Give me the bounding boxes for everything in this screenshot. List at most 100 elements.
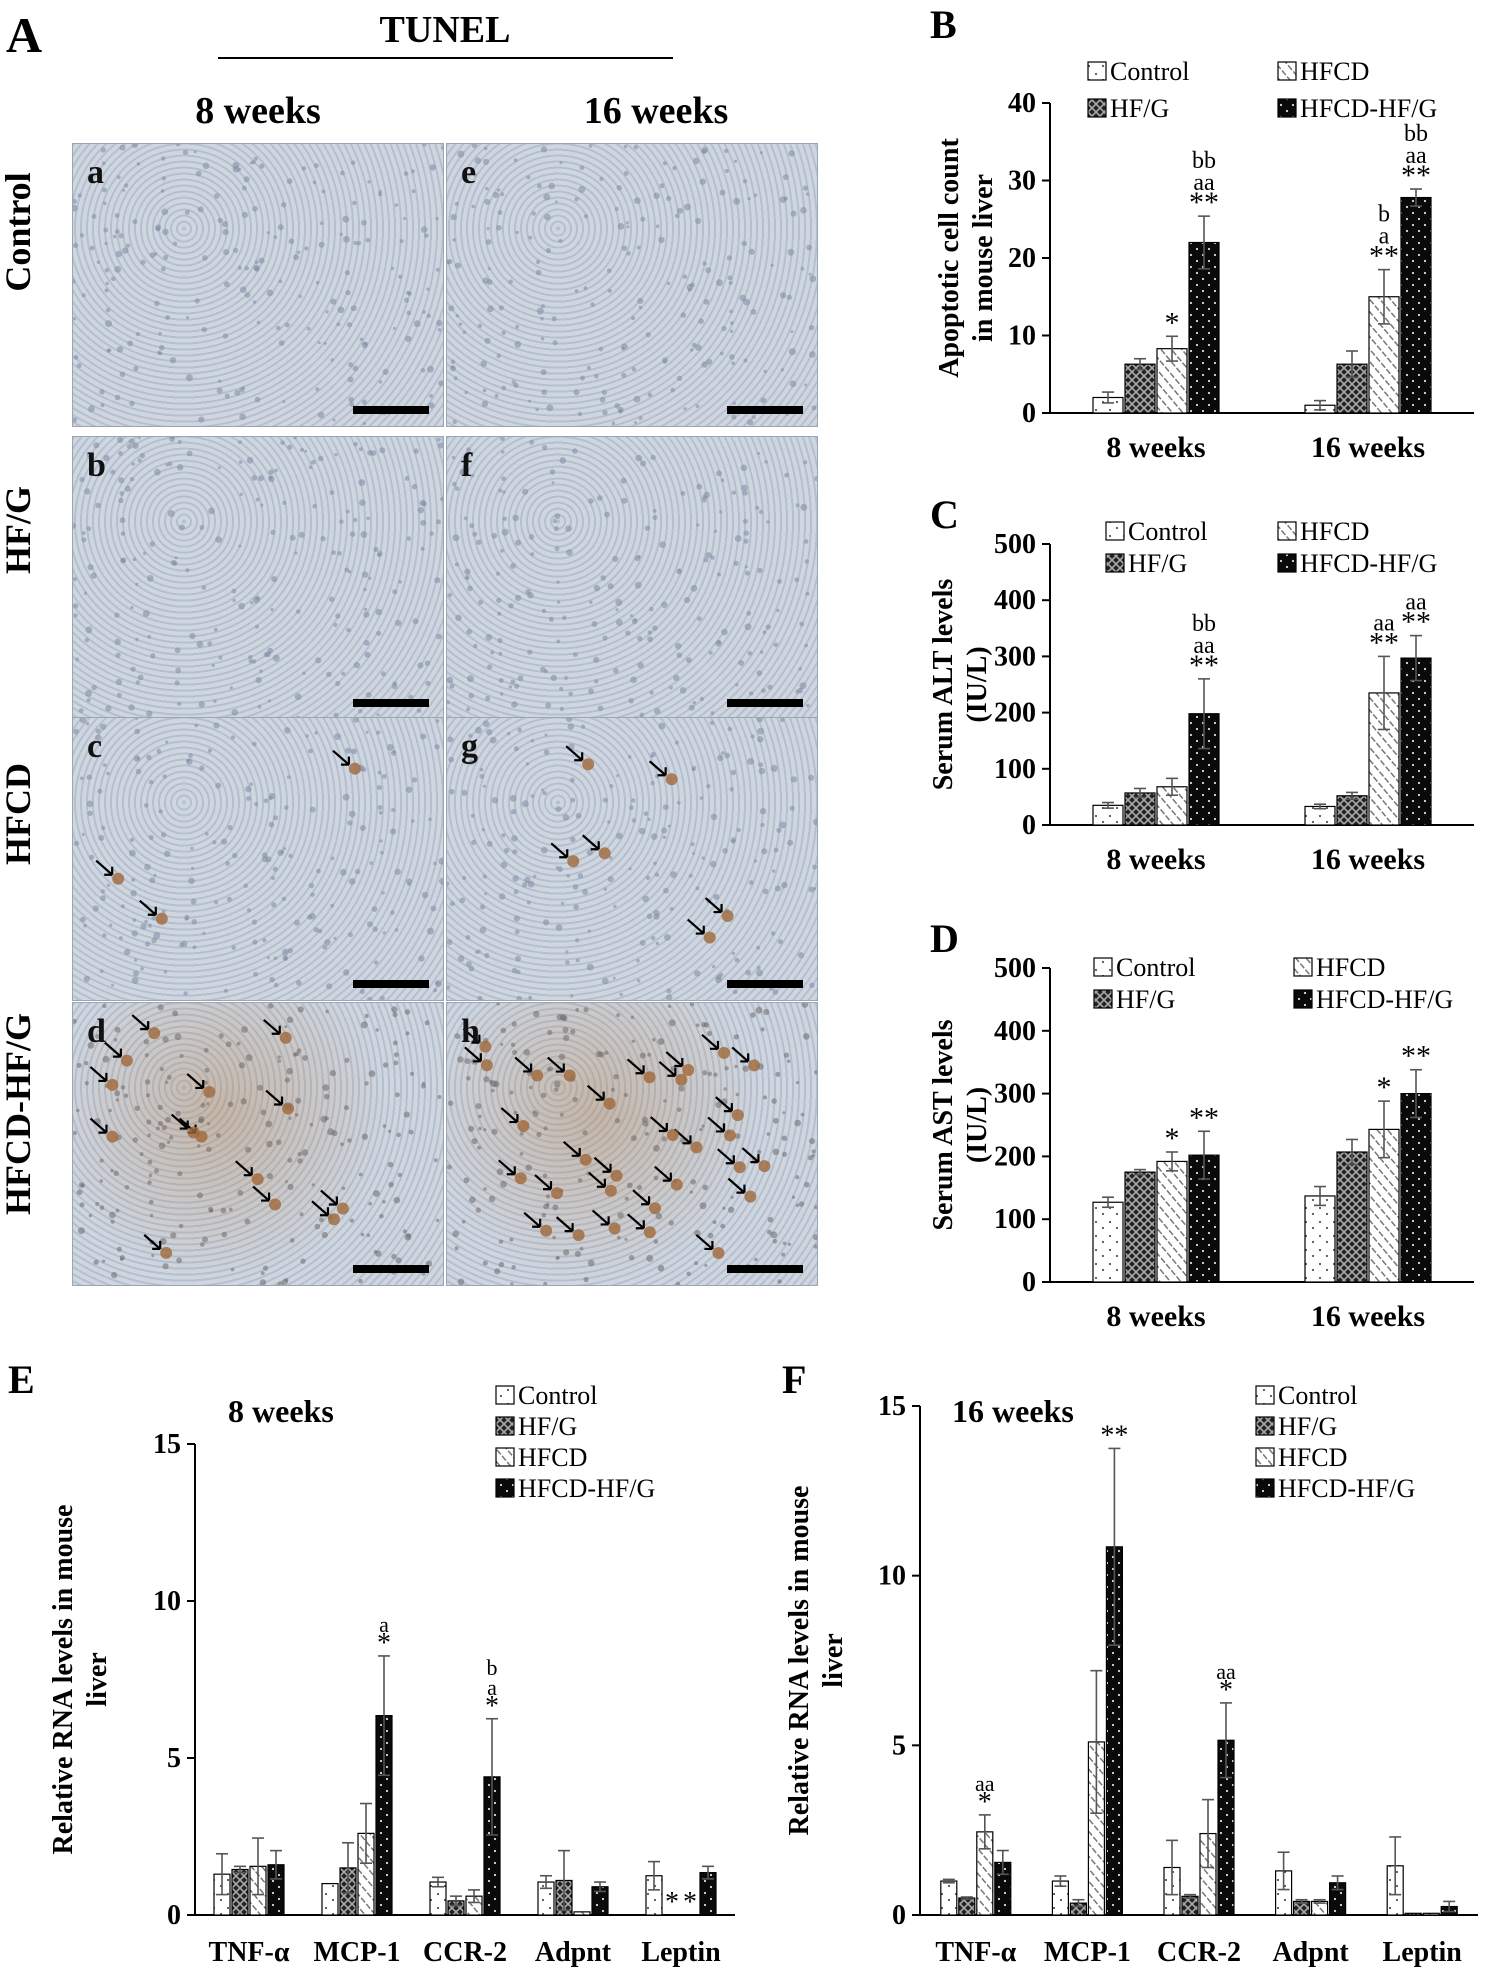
chart-subtitle: 8 weeks	[228, 1393, 334, 1429]
panel-letter-d: D	[930, 916, 959, 961]
y-axis-label: Apoptotic cell count	[934, 138, 965, 378]
y-tick-label: 200	[994, 698, 1036, 729]
significance-label: a	[379, 1612, 389, 1637]
y-axis-label: Serum AST levels	[928, 1019, 959, 1230]
y-tick-label: 15	[878, 1391, 906, 1422]
significance-label: *	[1219, 1675, 1233, 1706]
significance-label: *	[377, 1628, 391, 1659]
bar	[1400, 657, 1432, 826]
y-axis-label: Serum ALT levels	[928, 579, 959, 791]
significance-label: **	[1369, 626, 1399, 659]
legend-label: HFCD-HF/G	[1278, 1474, 1415, 1503]
legend-swatch	[495, 1478, 515, 1498]
panel-letter-b: B	[930, 2, 957, 47]
legend-label: HF/G	[1110, 94, 1169, 123]
legend-label: HF/G	[1128, 549, 1187, 578]
category-label: Adpnt	[1272, 1937, 1349, 1968]
col-header-16-weeks: 16 weeks	[584, 90, 729, 132]
y-tick-label: 5	[892, 1730, 906, 1761]
category-label: MCP-1	[313, 1937, 400, 1968]
y-tick-label: 500	[994, 953, 1036, 984]
legend-swatch	[1087, 98, 1107, 118]
bar	[1181, 1895, 1199, 1916]
significance-label: **	[1401, 1040, 1431, 1073]
y-tick-label: 300	[994, 641, 1036, 672]
bar	[1336, 1151, 1368, 1283]
legend-swatch	[1255, 1478, 1275, 1498]
significance-label: b	[487, 1655, 498, 1680]
y-axis-label: Relative RNA levels in mouse	[784, 1486, 815, 1836]
legend-swatch	[1105, 521, 1125, 541]
y-tick-label: 15	[153, 1429, 181, 1460]
category-label: MCP-1	[1044, 1937, 1131, 1968]
legend-label: Control	[1278, 1381, 1357, 1410]
bar	[1404, 1912, 1422, 1916]
y-tick-label: 20	[1008, 243, 1036, 274]
legend-label: HFCD	[1300, 517, 1369, 546]
y-tick-label: 40	[1008, 88, 1036, 119]
panel-letter-e: E	[8, 1357, 35, 1402]
legend-label: HF/G	[1116, 985, 1175, 1014]
legend-label: Control	[1110, 57, 1189, 86]
significance-label: aa	[1405, 143, 1427, 169]
chart-c: 0 100 200 300 400 500 Serum ALT levels (IU/L) bb…	[928, 517, 1474, 876]
legend-label: HF/G	[518, 1412, 577, 1441]
legend-swatch	[1277, 521, 1297, 541]
bar	[1336, 363, 1368, 414]
bar	[231, 1868, 249, 1916]
significance-label: **	[1401, 606, 1431, 639]
y-tick-label: 100	[994, 1204, 1036, 1235]
bar	[573, 1911, 591, 1916]
legend-swatch	[1255, 1447, 1275, 1467]
significance-label: *	[1165, 1122, 1180, 1155]
category-label: 16 weeks	[1311, 1300, 1425, 1333]
y-axis-label: liver	[818, 1633, 849, 1687]
tunel-title: TUNEL	[380, 9, 511, 51]
category-label: CCR-2	[1157, 1937, 1241, 1968]
y-tick-label: 200	[994, 1141, 1036, 1172]
significance-label: **	[1401, 159, 1431, 192]
legend-label: HFCD-HF/G	[1316, 985, 1453, 1014]
category-label: 16 weeks	[1311, 843, 1425, 876]
significance-label: bb	[1192, 148, 1216, 174]
y-tick-label: 500	[994, 529, 1036, 560]
legend-label: HFCD	[518, 1443, 587, 1472]
category-label: 16 weeks	[1311, 431, 1425, 464]
y-tick-label: 30	[1008, 166, 1036, 197]
significance-label: a	[487, 1675, 497, 1700]
bar	[1188, 241, 1220, 414]
significance-label: a	[1379, 224, 1390, 250]
panel-letter-c: C	[930, 492, 959, 537]
bar	[1124, 363, 1156, 414]
y-tick-label: 300	[994, 1079, 1036, 1110]
legend-swatch	[495, 1447, 515, 1467]
significance-label: aa	[1193, 633, 1215, 659]
legend-label: HF/G	[1278, 1412, 1337, 1441]
legend-swatch	[1087, 61, 1107, 81]
legend-label: Control	[1116, 953, 1195, 982]
significance-label: *	[1165, 306, 1180, 339]
legend-label: HFCD-HF/G	[518, 1474, 655, 1503]
legend-swatch	[1093, 957, 1113, 977]
y-tick-label: 10	[878, 1561, 906, 1592]
significance-label: aa	[1373, 610, 1395, 636]
significance-label: b	[1378, 202, 1390, 228]
significance-label: bb	[1404, 121, 1428, 147]
legend-label: Control	[1128, 517, 1207, 546]
significance-label: aa	[1193, 170, 1215, 196]
col-header-8-weeks: 8 weeks	[195, 90, 321, 132]
category-label: 8 weeks	[1106, 1300, 1205, 1333]
significance-label: **	[1100, 1420, 1128, 1451]
category-label: TNF-α	[935, 1937, 1016, 1968]
significance-label: aa	[1405, 590, 1427, 616]
y-axis-label: (IU/L)	[962, 646, 993, 722]
legend-swatch	[495, 1385, 515, 1405]
legend-swatch	[1293, 957, 1313, 977]
bar	[321, 1882, 339, 1916]
legend-swatch	[1255, 1385, 1275, 1405]
bar	[1124, 792, 1156, 826]
row-label-hfcd: HFCD	[0, 763, 38, 865]
significance-label: **	[1369, 240, 1399, 273]
